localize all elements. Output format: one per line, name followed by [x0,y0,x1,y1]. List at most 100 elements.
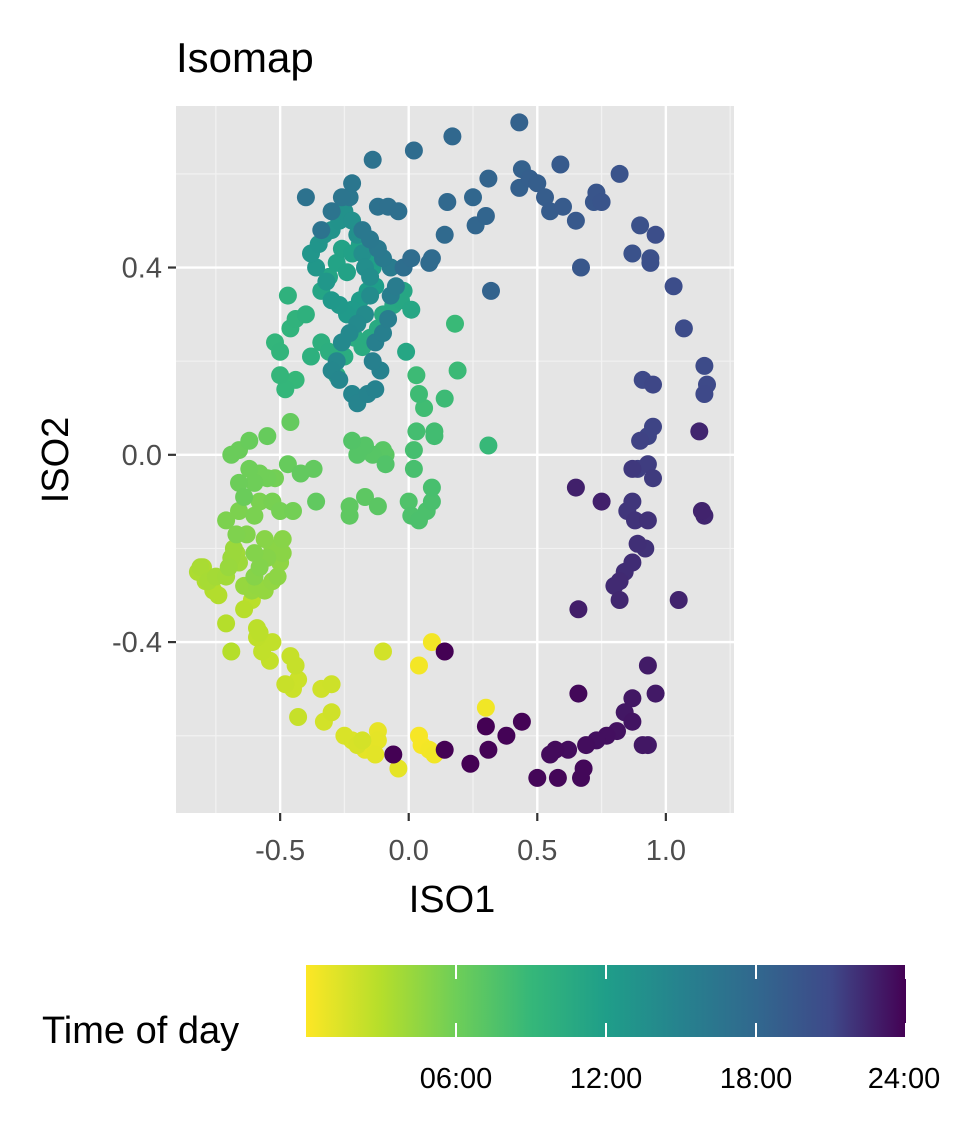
scatter-point [304,459,323,478]
scatter-point [646,225,665,244]
scatter-point [482,281,500,300]
x-axis-label: ISO1 [409,879,496,921]
colorbar-label: 24:00 [868,1063,941,1095]
scatter-point [476,698,495,717]
scatter-point [361,267,380,286]
scatter-point [332,188,351,207]
scatter-point [356,488,374,506]
scatter-point [235,488,254,506]
scatter-point [623,689,642,708]
scatter-point [386,277,405,296]
scatter-point [348,445,367,464]
scatter-point [410,656,428,675]
scatter-point [217,511,236,530]
scatter-point [389,202,408,221]
scatter-point [281,647,300,666]
scatter-point [271,342,290,361]
scatter-point [278,286,297,305]
scatter-point [422,492,441,511]
scatter-point [623,244,642,263]
scatter-point [476,717,495,736]
scatter-point [422,249,441,268]
scatter-point [669,591,688,609]
scatter-point [404,141,423,160]
scatter-point [191,558,210,577]
scatter-point [461,754,480,773]
scatter-point [366,745,385,764]
scatter-point [577,736,596,755]
scatter-point [569,600,588,619]
scatter-point [623,459,642,478]
scatter-point [664,277,683,296]
scatter-point [258,427,277,446]
scatter-point [633,736,652,755]
scatter-point [425,422,444,441]
scatter-point [235,600,254,619]
scatter-point [566,478,585,497]
scatter-point [566,211,585,230]
colorbar-label: 12:00 [570,1063,643,1095]
y-tick-label: -0.4 [112,627,162,659]
scatter-point [289,708,308,726]
scatter-point [271,366,290,385]
scatter-point [404,441,423,460]
scatter-point [497,726,516,745]
scatter-point [263,633,282,652]
scatter-point [255,530,274,549]
scatter-point [343,174,362,193]
x-tick-label: 0.5 [517,835,557,867]
scatter-point [422,478,441,497]
scatter-point [536,188,554,207]
legend-title: Time of day [42,1010,239,1052]
scatter-point [631,431,650,450]
scatter-point [296,188,315,207]
scatter-point [572,258,590,277]
scatter-point [628,534,647,553]
scatter-point [366,380,385,399]
scatter-point [397,342,416,361]
scatter-point [435,389,454,408]
scatter-point [307,492,326,511]
scatter-point [438,193,457,211]
scatter-point [541,745,560,764]
scatter-point [374,324,392,343]
scatter-point [230,502,248,520]
scatter-point [245,473,264,492]
x-tick-label: 0.0 [389,835,429,867]
scatter-point [674,319,693,338]
scatter-point [271,502,290,520]
scatter-point [479,436,498,455]
scatter-point [464,188,482,207]
scatter-point [389,759,408,778]
scatter-point [368,731,387,750]
y-tick-label: 0.4 [122,253,162,285]
scatter-point [446,314,464,333]
scatter-point [399,492,418,511]
scatter-point [638,511,657,530]
scatter-point [330,370,349,389]
scatter-point [353,221,372,240]
scatter-point [353,244,372,263]
scatter-point [361,286,380,305]
scatter-point [448,361,467,380]
scatter-point [245,506,264,525]
scatter-point [379,310,398,328]
scatter-point [592,492,611,511]
scatter-point [248,619,266,638]
scatter-point [340,497,359,516]
scatter-point [638,455,657,474]
scatter-point [551,155,570,174]
scatter-point [374,642,392,661]
scatter-point [479,169,498,188]
scatter-point [410,385,428,403]
colorbar-label: 06:00 [420,1063,493,1095]
scatter-point [317,272,336,291]
scatter-point [338,263,356,282]
scatter-point [554,197,572,216]
scatter-point [631,216,650,235]
major-grid [176,106,734,813]
scatter-point [422,633,441,652]
scatter-point [222,642,241,661]
